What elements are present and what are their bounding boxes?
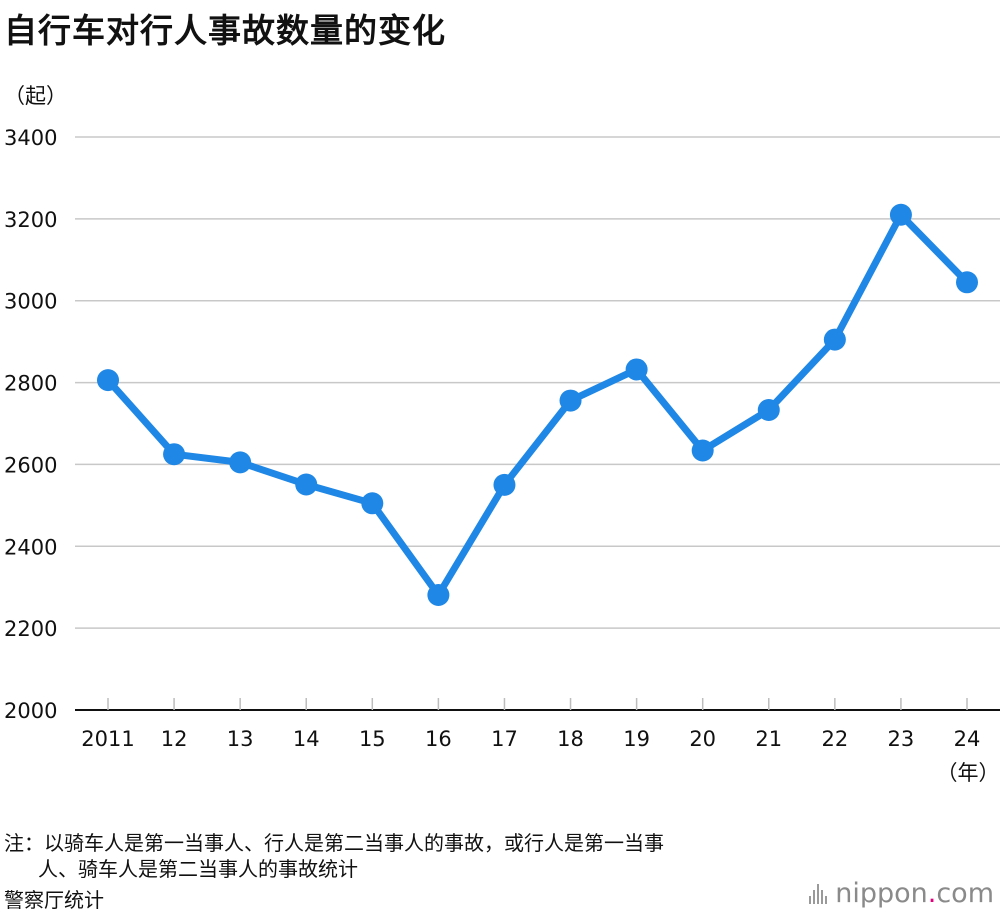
x-tick-label: 17 [491, 727, 518, 751]
data-point [97, 369, 119, 392]
x-tick-label: 2011 [81, 727, 134, 751]
line-chart: 2000 2200 2400 2600 2800 3000 3200 3400 2011 12 1… [4, 126, 1000, 785]
x-tick-label: 22 [821, 727, 848, 751]
logo-suffix: com [936, 878, 994, 909]
data-point [163, 443, 186, 466]
logo-bars-icon [809, 883, 829, 904]
source-note: 警察厅统计 [4, 888, 104, 912]
data-point [427, 583, 450, 606]
y-axis-unit: （起） [4, 84, 67, 108]
data-point [823, 328, 846, 351]
x-tick-label: 20 [689, 727, 716, 751]
logo-dot: . [927, 878, 937, 909]
y-tick-label: 3200 [4, 208, 57, 232]
y-tick-label: 2000 [4, 699, 57, 723]
footnote-line-2: 人、骑车人是第二当事人的事故统计 [38, 857, 358, 881]
series-line [104, 211, 971, 599]
chart-title: 自行车对行人事故数量的变化 [4, 11, 446, 50]
data-point [361, 492, 384, 515]
x-axis-unit: （年） [937, 761, 1000, 785]
x-tick-label: 24 [954, 727, 981, 751]
data-point [757, 398, 780, 421]
data-point [559, 389, 582, 412]
data-point [956, 271, 978, 294]
logo-text: nippon [835, 878, 928, 909]
data-point [889, 203, 912, 226]
data-point [691, 439, 714, 462]
x-tick-label: 12 [161, 727, 188, 751]
x-tick-label: 13 [227, 727, 254, 751]
footnote-line-1: 注：以骑车人是第一当事人、行人是第二当事人的事故，或行人是第一当事 [4, 831, 664, 855]
y-tick-label: 3400 [4, 126, 57, 150]
x-tick-label: 19 [623, 727, 650, 751]
data-point [625, 358, 648, 381]
x-tick-label: 16 [425, 727, 452, 751]
data-point [493, 473, 516, 496]
x-tick-label: 15 [359, 727, 386, 751]
x-tick-label: 23 [888, 727, 915, 751]
y-tick-label: 2400 [4, 535, 57, 559]
y-tick-label: 3000 [4, 290, 57, 314]
y-tick-label: 2600 [4, 453, 57, 477]
y-tick-label: 2800 [4, 372, 57, 396]
data-point [229, 451, 252, 474]
nippon-logo: nippon. com [809, 878, 994, 909]
x-tick-label: 21 [755, 727, 782, 751]
data-point [295, 473, 318, 496]
x-tick-label: 18 [557, 727, 584, 751]
x-tick-label: 14 [293, 727, 320, 751]
y-tick-label: 2200 [4, 617, 57, 641]
